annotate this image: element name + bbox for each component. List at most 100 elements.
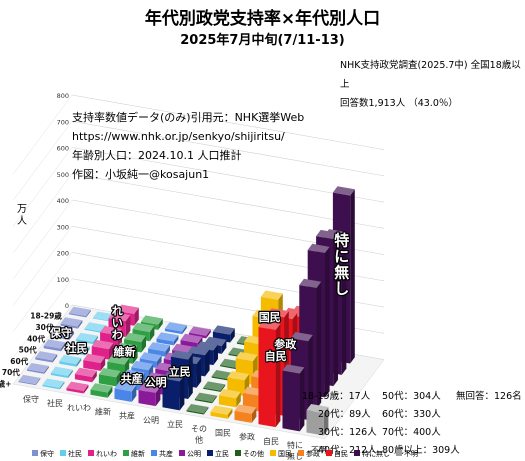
bar-side [221, 339, 227, 354]
party-tick-label: その他 [191, 424, 207, 444]
bar-front [114, 388, 132, 402]
bar-top [68, 306, 91, 317]
bar-top [290, 332, 313, 342]
legend-item: 維新 [123, 449, 145, 459]
bar-top [180, 333, 203, 344]
party-tick-label: 公明 [143, 416, 159, 425]
party-tick-line: れいわ [67, 403, 91, 412]
bar-label: 共産 [121, 371, 143, 385]
bar-参政-80歳+ [234, 404, 257, 423]
bar-front [234, 410, 252, 423]
bar-top [306, 403, 329, 414]
legend-label: 不明 [404, 450, 418, 458]
bar-top [258, 320, 281, 330]
bar-top [42, 378, 65, 388]
bar-label: れいわ [112, 305, 123, 342]
bar-top [100, 325, 122, 336]
bar-side [92, 370, 97, 383]
party-tick-line: 保守 [23, 394, 39, 404]
count-cell: 無回答：126名 [456, 391, 522, 402]
party-tick-label: 社民 [47, 398, 63, 408]
legend: 保守 社民 れいわ 維新 共産 公明 立民 その他 国民 参政 自民 特に無し 不明 [32, 449, 424, 459]
gridline [71, 94, 385, 150]
bar-保守-70代 [26, 362, 49, 374]
age-tick-label: 80歳+ [0, 378, 11, 388]
bar-side [140, 372, 145, 391]
bar-top [307, 243, 330, 254]
bar-side [227, 408, 233, 419]
bar-side [108, 342, 114, 360]
count-cell: 60代：330人 [382, 409, 441, 420]
bar-side [131, 385, 137, 402]
legend-swatch [207, 450, 213, 456]
bar-side [77, 320, 83, 329]
bar-保守-60代 [35, 351, 58, 363]
bar-top [131, 360, 154, 371]
bar-front [66, 387, 84, 394]
bar-top [156, 332, 179, 342]
bar-top [84, 322, 107, 332]
bar-その他-70代 [194, 392, 217, 404]
bar-共産-40代 [148, 342, 170, 357]
bar-label: 公明 [145, 376, 167, 389]
bar-社民-60代 [59, 354, 82, 367]
party-tick-line: 国民 [215, 428, 231, 437]
bar-保守-80歳+ [18, 374, 41, 386]
party-tick-line: 公明 [143, 416, 159, 425]
bar-side [196, 357, 202, 388]
party-tick-line: その [191, 424, 207, 433]
legend-label: 共産 [159, 450, 173, 458]
bar-side [134, 307, 139, 326]
bar-side [156, 355, 162, 369]
bar-front [68, 312, 87, 318]
bar-top [124, 332, 146, 343]
legend-item: 特に無し [354, 449, 390, 459]
bar-front [60, 323, 78, 329]
count-cell: 80歳以上：309人 [382, 445, 460, 456]
bar-side [212, 395, 217, 404]
bar-label-char: れ [112, 305, 123, 318]
count-cell: 30代：126人 [318, 427, 377, 438]
bar-front [67, 349, 85, 356]
bar-side [100, 356, 106, 371]
legend-item: 不明 [396, 449, 418, 459]
bar-front [306, 410, 324, 436]
bar-top [66, 381, 89, 391]
bar-side [84, 346, 90, 356]
bar-side [116, 371, 121, 387]
bar-side [83, 384, 89, 394]
bar-top [227, 371, 250, 381]
bar-top [316, 229, 338, 240]
bar-top [114, 382, 137, 392]
bar-front [220, 364, 238, 370]
legend-label: れいわ [96, 450, 117, 458]
age-tick-label: 60代 [10, 356, 28, 366]
bar-side [213, 344, 218, 366]
party-tick-label: 不明 [311, 445, 327, 454]
bar-front [74, 373, 93, 383]
bar-特に無し-80歳+ [282, 364, 305, 432]
bar-side [141, 335, 146, 353]
legend-item: 参政 [298, 449, 320, 459]
bar-side [107, 386, 113, 398]
y-tick-label: 100 [57, 276, 69, 284]
bar-top [332, 186, 355, 196]
party-tick-line: 立民 [167, 419, 183, 429]
bar-front [258, 326, 276, 428]
bar-side [299, 367, 305, 432]
legend-item: 社民 [60, 449, 82, 459]
legend-item: 国民 [270, 449, 292, 459]
bar-共産-18-29歳 [164, 322, 187, 335]
legend-swatch [396, 450, 402, 456]
legend-label: 参政 [306, 450, 320, 458]
bar-front [83, 360, 101, 371]
legend-swatch [88, 450, 94, 456]
legend-item: 共産 [151, 449, 173, 459]
chart-title: 年代別政党支持率×年代別人口 [144, 9, 381, 29]
bar-top [282, 364, 305, 374]
bar-top [52, 328, 74, 338]
bar-side [323, 406, 329, 436]
gridline [12, 173, 73, 253]
bar-top [59, 354, 82, 365]
count-cell: 50代：304人 [382, 391, 441, 402]
